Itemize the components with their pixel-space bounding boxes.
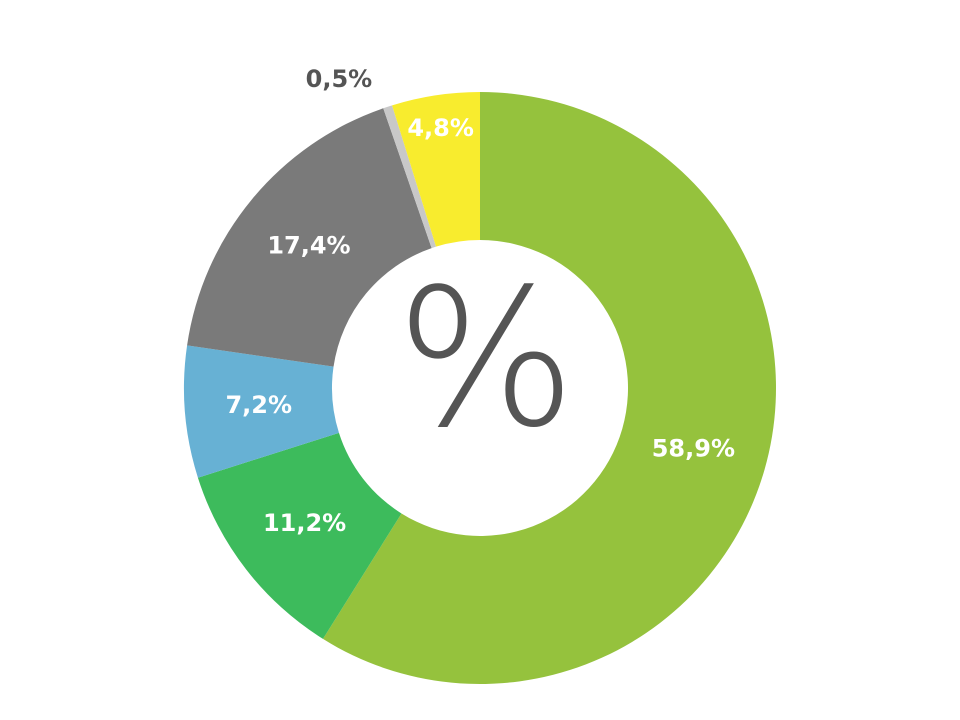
donut-slice <box>197 432 402 639</box>
value-label: 58,9% <box>652 434 735 462</box>
value-label: 7,2% <box>225 391 292 419</box>
value-label: 0,5% <box>306 65 373 93</box>
value-label: 17,4% <box>267 231 350 259</box>
donut-slice <box>322 92 776 684</box>
donut-slice <box>383 105 437 249</box>
donut-slice <box>187 108 432 367</box>
value-label: 4,8% <box>407 114 474 142</box>
donut-slice <box>392 92 480 247</box>
donut-slice <box>184 345 339 478</box>
center-label: % <box>396 248 577 469</box>
value-label: 11,2% <box>263 509 346 537</box>
